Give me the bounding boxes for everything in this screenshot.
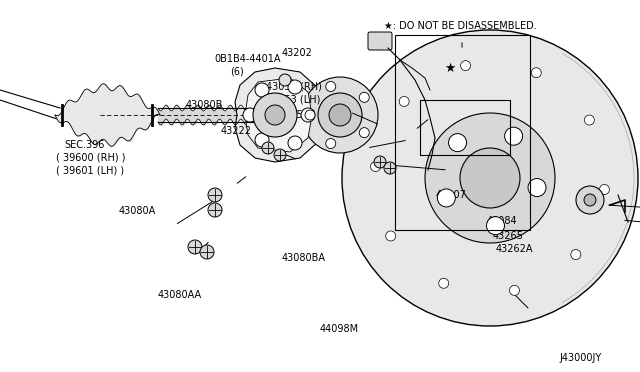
Text: J43000JY: J43000JY: [559, 353, 602, 363]
Circle shape: [208, 188, 222, 202]
Text: 43207: 43207: [435, 190, 466, 200]
Text: SEC.396: SEC.396: [64, 140, 104, 150]
Circle shape: [486, 217, 504, 235]
Circle shape: [374, 156, 386, 168]
Circle shape: [359, 128, 369, 138]
Circle shape: [600, 185, 609, 195]
Text: ( 39600 (RH) ): ( 39600 (RH) ): [56, 153, 126, 163]
Circle shape: [584, 194, 596, 206]
Circle shape: [461, 61, 470, 71]
Text: 43080BA: 43080BA: [282, 253, 326, 263]
Text: (6): (6): [230, 66, 244, 76]
Circle shape: [399, 96, 409, 106]
Circle shape: [255, 83, 269, 97]
Bar: [395, 35, 530, 230]
Circle shape: [301, 108, 315, 122]
Text: 44098M: 44098M: [319, 324, 359, 334]
Circle shape: [386, 231, 396, 241]
Text: 43053 (LH): 43053 (LH): [266, 95, 320, 105]
Text: ★: DO NOT BE DISASSEMBLED.: ★: DO NOT BE DISASSEMBLED.: [384, 20, 537, 31]
Text: 43084: 43084: [486, 216, 517, 226]
Polygon shape: [235, 68, 322, 162]
Text: 0B1B4-4401A: 0B1B4-4401A: [214, 54, 281, 64]
Text: 43202: 43202: [282, 48, 312, 58]
Text: 43080B: 43080B: [186, 100, 223, 110]
Circle shape: [326, 81, 336, 92]
Circle shape: [437, 189, 455, 207]
Circle shape: [460, 148, 520, 208]
Circle shape: [371, 161, 381, 171]
Circle shape: [265, 105, 285, 125]
Circle shape: [302, 77, 378, 153]
Circle shape: [262, 142, 274, 154]
Text: 43052 (RH): 43052 (RH): [266, 82, 321, 92]
Circle shape: [253, 93, 297, 137]
Circle shape: [531, 68, 541, 78]
Text: 43262A: 43262A: [496, 244, 534, 254]
Circle shape: [509, 285, 520, 295]
Text: ( 39601 (LH) ): ( 39601 (LH) ): [56, 166, 124, 176]
Text: 43222: 43222: [221, 126, 252, 137]
Circle shape: [584, 115, 595, 125]
Polygon shape: [245, 78, 312, 152]
Text: ★: ★: [444, 61, 456, 74]
Text: 43052E: 43052E: [278, 110, 316, 120]
Circle shape: [576, 186, 604, 214]
Circle shape: [359, 92, 369, 102]
Circle shape: [504, 127, 523, 145]
Circle shape: [274, 149, 286, 161]
Circle shape: [243, 108, 257, 122]
Circle shape: [326, 138, 336, 148]
Text: 43080AA: 43080AA: [157, 290, 201, 300]
Circle shape: [571, 250, 581, 260]
Circle shape: [279, 74, 291, 86]
Circle shape: [288, 80, 302, 94]
Circle shape: [439, 278, 449, 288]
Circle shape: [255, 133, 269, 147]
Circle shape: [384, 162, 396, 174]
Circle shape: [329, 104, 351, 126]
Circle shape: [200, 245, 214, 259]
Circle shape: [208, 203, 222, 217]
Text: 43265: 43265: [493, 231, 524, 241]
Bar: [420, 100, 510, 155]
Circle shape: [305, 110, 315, 120]
FancyBboxPatch shape: [368, 32, 392, 50]
Circle shape: [449, 134, 467, 152]
Circle shape: [288, 136, 302, 150]
Circle shape: [425, 113, 555, 243]
Circle shape: [318, 93, 362, 137]
Circle shape: [188, 240, 202, 254]
Text: 43080A: 43080A: [118, 206, 156, 217]
Circle shape: [342, 30, 638, 326]
Circle shape: [528, 179, 546, 196]
